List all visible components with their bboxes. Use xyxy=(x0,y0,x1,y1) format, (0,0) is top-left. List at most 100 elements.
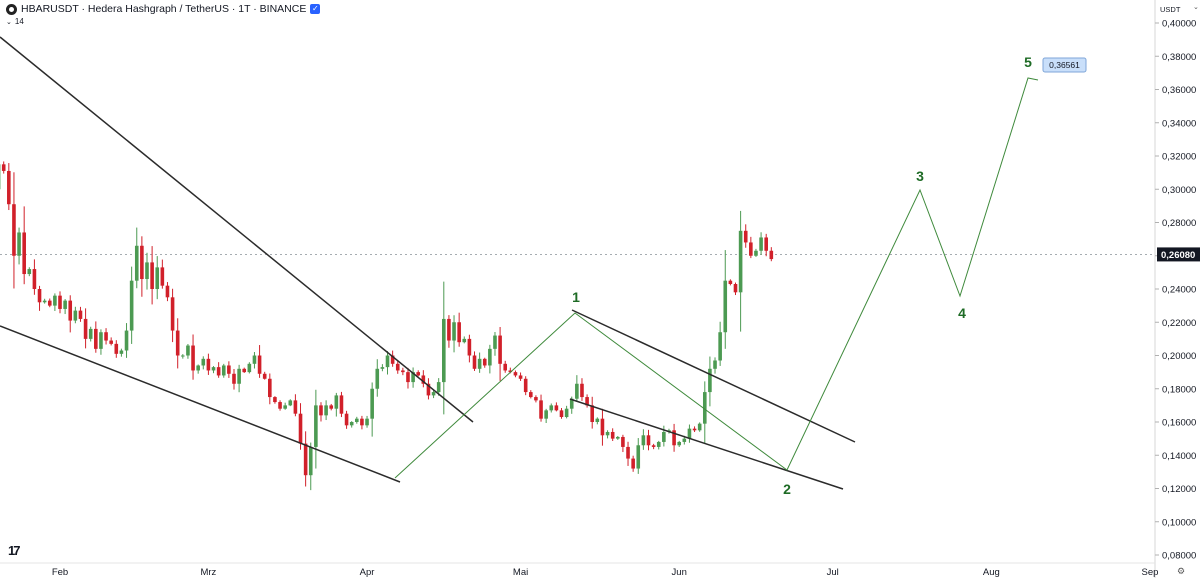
settings-gear-icon[interactable]: ⚙ xyxy=(1177,566,1186,576)
candle-body xyxy=(615,436,620,439)
candle-body xyxy=(83,318,88,339)
candle-body xyxy=(37,289,42,303)
candle-body xyxy=(17,232,21,256)
candle-body xyxy=(713,360,717,369)
wave-label-2: 2 xyxy=(783,481,791,497)
candle-body xyxy=(58,295,62,309)
indicator-value: 14 xyxy=(14,17,24,26)
symbol-header[interactable]: HBARUSDT · Hedera Hashgraph / TetherUS ·… xyxy=(6,3,321,15)
candle-body xyxy=(283,405,287,409)
upper-resistance-line xyxy=(0,36,474,423)
collapse-arrow-icon[interactable]: ⌄ xyxy=(6,18,12,26)
target-price-box xyxy=(1042,57,1087,73)
candle-body xyxy=(513,372,518,376)
candle-body xyxy=(488,348,492,366)
candle-body xyxy=(769,250,774,260)
wave-label-1: 1 xyxy=(572,289,580,305)
price-tick-label: 0,08000 xyxy=(1162,551,1196,562)
wedge-upper-line xyxy=(571,309,856,443)
candle-body xyxy=(749,242,753,256)
candle-body xyxy=(754,250,758,256)
trendlines xyxy=(0,36,856,490)
candle-body xyxy=(743,230,748,243)
candle-body xyxy=(738,230,743,293)
candle-body xyxy=(600,418,605,436)
candle-body xyxy=(411,372,415,383)
price-tick-label: 0,10000 xyxy=(1162,517,1196,528)
candle-body xyxy=(334,395,339,409)
candle-body xyxy=(206,358,211,371)
candle-body xyxy=(237,368,241,384)
price-tick-label: 0,38000 xyxy=(1162,52,1196,63)
candle-body xyxy=(63,300,67,309)
candle-body xyxy=(12,204,16,256)
candle-body xyxy=(94,328,98,349)
candle-body xyxy=(273,397,277,403)
candle-body xyxy=(462,338,467,343)
candle-body xyxy=(1,164,6,171)
candle-body xyxy=(595,418,600,422)
wave-path xyxy=(394,77,1039,479)
candle-body xyxy=(662,431,666,442)
candle-body xyxy=(47,300,52,306)
candle-body xyxy=(702,392,707,424)
candle-body xyxy=(129,280,134,331)
candle-body xyxy=(575,383,579,399)
candle-body xyxy=(523,378,528,393)
indicator-toggle[interactable]: ⌄ 14 xyxy=(6,17,24,26)
candle-body xyxy=(610,431,615,439)
symbol-title: HBARUSDT · Hedera Hashgraph / TetherUS ·… xyxy=(21,3,307,15)
candle-body xyxy=(278,402,282,409)
candle-body xyxy=(390,355,395,364)
candle-body xyxy=(442,318,446,383)
candle-body xyxy=(385,355,390,368)
candle-body xyxy=(242,368,247,373)
lower-support-line xyxy=(0,325,401,483)
price-tick-label: 0,20000 xyxy=(1162,351,1196,362)
candle-body xyxy=(764,237,768,251)
candle-body xyxy=(580,383,584,398)
time-tick-label: Apr xyxy=(360,567,375,578)
candle-body xyxy=(564,408,569,418)
price-tick-label: 0,36000 xyxy=(1162,85,1196,96)
wave-labels: 1 2 3 4 5 xyxy=(572,54,1032,497)
candle-body xyxy=(656,441,661,447)
candle-body xyxy=(477,358,482,369)
candle-body xyxy=(227,365,231,374)
candle-body xyxy=(421,375,426,384)
candle-body xyxy=(723,280,728,333)
checkmark-icon: ✓ xyxy=(310,4,321,14)
currency-caret-icon[interactable]: ⌄ xyxy=(1193,4,1199,11)
candle-body xyxy=(672,430,676,446)
price-tick-label: 0,18000 xyxy=(1162,384,1196,395)
candle-body xyxy=(636,445,641,469)
candle-body xyxy=(155,267,160,289)
candle-body xyxy=(697,423,702,431)
price-tick-label: 0,32000 xyxy=(1162,152,1196,163)
hedera-logo-icon xyxy=(6,3,17,15)
currency-label[interactable]: USDT xyxy=(1160,5,1181,14)
candle-body xyxy=(134,245,139,281)
candle-body xyxy=(32,269,37,289)
candles xyxy=(0,161,774,491)
candle-body xyxy=(585,397,589,406)
candle-body xyxy=(324,405,328,416)
candle-body xyxy=(73,310,78,321)
candle-body xyxy=(401,370,405,373)
candle-body xyxy=(114,343,119,354)
wedge-lower-line xyxy=(569,398,844,490)
time-tick-label: Feb xyxy=(52,567,68,578)
price-tick-label: 0,14000 xyxy=(1162,451,1196,462)
candle-body xyxy=(677,441,682,446)
time-tick-label: Mai xyxy=(513,567,528,578)
candle-body xyxy=(349,422,354,426)
candle-body xyxy=(232,373,236,384)
last-price-tag-label: 0,26080 xyxy=(1161,250,1195,261)
candle-body xyxy=(646,435,651,446)
candle-body xyxy=(733,284,738,293)
candle-body xyxy=(539,400,543,419)
candle-body xyxy=(569,398,574,409)
candle-body xyxy=(303,443,308,476)
candle-body xyxy=(124,330,129,351)
